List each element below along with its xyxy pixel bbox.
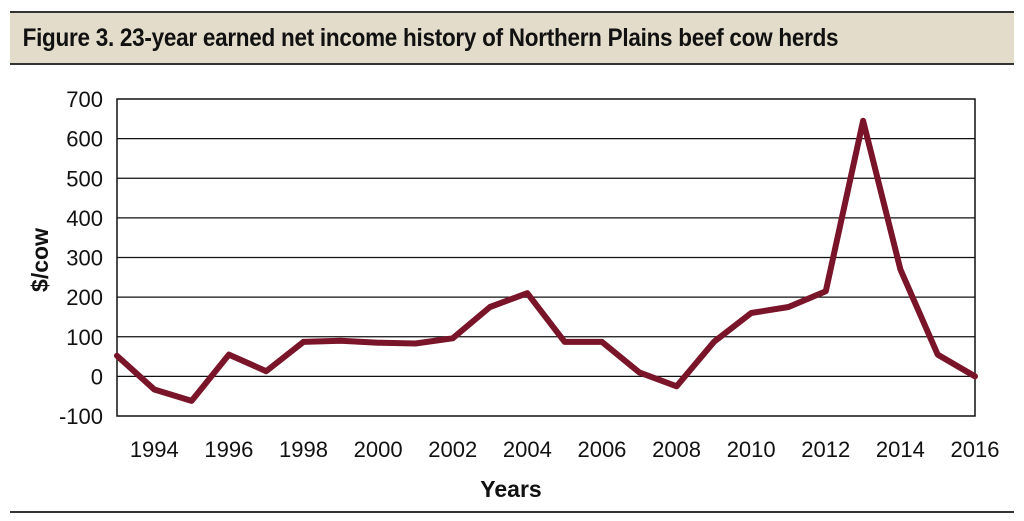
series-line	[114, 117, 978, 404]
figure-title: Figure 3. 23-year earned net income hist…	[22, 23, 839, 52]
bottom-rule	[10, 511, 1014, 513]
y-tick-label: 400	[66, 206, 103, 231]
x-tick-label: 1994	[130, 437, 179, 462]
x-tick-label: 2010	[727, 437, 776, 462]
y-axis-label: $/cow	[27, 228, 53, 292]
x-tick-label: 2004	[503, 437, 552, 462]
x-axis-label: Years	[480, 476, 541, 502]
x-axis-ticks: 1994 1996 1998 2000 2002 2004 2006 2008 2010 2012…	[130, 437, 1000, 462]
y-tick-label: 500	[66, 166, 103, 191]
y-axis-ticks: -100 0 100 200 300 400 500 600 700	[59, 87, 103, 429]
y-tick-label: 0	[91, 364, 103, 389]
x-tick-label: 2008	[652, 437, 701, 462]
y-tick-label: -100	[59, 404, 103, 429]
y-tick-label: 700	[66, 87, 103, 112]
x-tick-label: 2000	[354, 437, 403, 462]
figure-title-band: Figure 3. 23-year earned net income hist…	[10, 11, 1014, 65]
x-tick-label: 2006	[577, 437, 626, 462]
y-tick-label: 600	[66, 127, 103, 152]
y-tick-label: 300	[66, 246, 103, 271]
series-layer	[114, 117, 978, 404]
x-tick-label: 2012	[801, 437, 850, 462]
y-tick-label: 200	[66, 285, 103, 310]
gridlines	[117, 137, 975, 378]
x-tick-label: 2016	[951, 437, 1000, 462]
x-tick-label: 1998	[279, 437, 328, 462]
x-tick-label: 2002	[428, 437, 477, 462]
x-tick-label: 2014	[876, 437, 925, 462]
x-tick-label: 1996	[204, 437, 253, 462]
y-tick-label: 100	[66, 325, 103, 350]
